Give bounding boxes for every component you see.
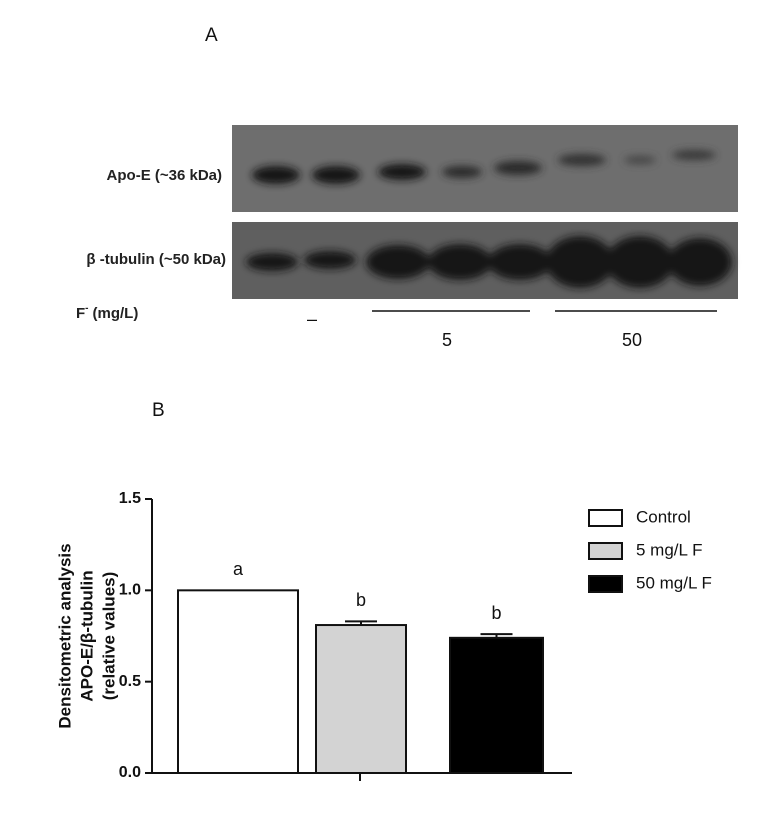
legend-label: Control [636, 507, 691, 526]
y-tick-label: 0.5 [119, 673, 141, 690]
blot-apoe [232, 125, 738, 212]
band-label: β -tubulin (~50 kDa) [86, 251, 226, 268]
band [494, 161, 542, 175]
panel-letter: B [152, 400, 165, 421]
y-title-line: Densitometric analysis [55, 543, 74, 728]
lane-sup: - [85, 303, 88, 314]
band [624, 156, 656, 164]
y-tick-label: 0.0 [119, 764, 141, 781]
group-label: 50 [622, 330, 642, 350]
bar-annotation: b [356, 590, 366, 610]
bar-annotation: b [491, 603, 501, 623]
band [378, 164, 426, 180]
group-label: – [307, 309, 317, 329]
legend-swatch [588, 542, 623, 560]
legend-swatch [588, 509, 623, 527]
band [304, 251, 356, 269]
y-tick-label: 1.5 [119, 490, 141, 507]
band [246, 253, 298, 271]
band [546, 236, 614, 288]
lane-label: F- (mg/L) [76, 303, 138, 322]
legend-swatch [588, 575, 623, 593]
y-title-line: (relative values) [99, 572, 118, 701]
bar [177, 589, 299, 774]
band [558, 154, 606, 166]
bar [315, 624, 407, 774]
legend-label: 50 mg/L F [636, 573, 712, 592]
band [312, 166, 360, 184]
lane-unit: (mg/L) [93, 305, 139, 322]
bar-annotation: a [233, 559, 244, 579]
band [672, 150, 716, 160]
legend-label: 5 mg/L F [636, 540, 702, 559]
y-title: Densitometric analysis APO-E/β-tubulin (… [55, 543, 118, 728]
band [366, 245, 430, 279]
band [488, 244, 552, 280]
y-title-line: APO-E/β-tubulin [77, 570, 96, 701]
lane-base: F [76, 305, 85, 322]
bar [449, 636, 544, 774]
band-label: Apo-E (~36 kDa) [107, 167, 222, 184]
bands [246, 150, 732, 288]
band [606, 236, 674, 288]
band [668, 238, 732, 286]
band [428, 244, 492, 280]
panel-letter: A [205, 25, 218, 46]
y-tick-label: 1.0 [119, 582, 141, 599]
band [252, 166, 300, 184]
group-label: 5 [442, 330, 452, 350]
band [442, 166, 482, 178]
